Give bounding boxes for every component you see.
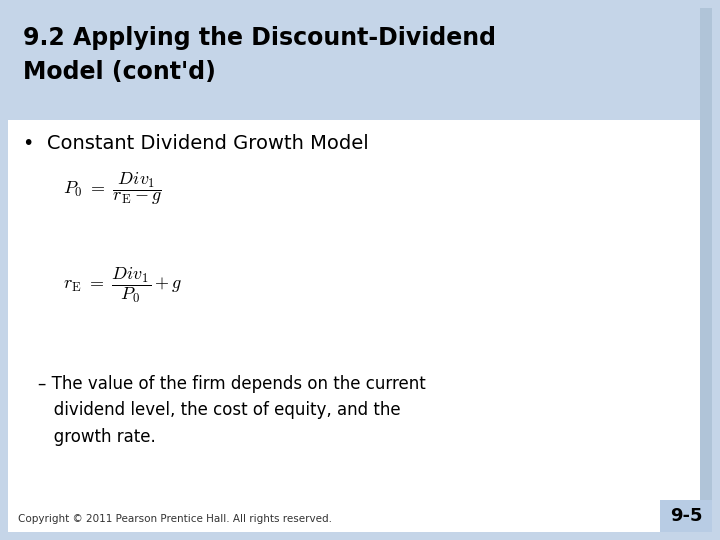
Text: $P_0 \ = \ \dfrac{Div_1}{r_{\rm E} - g}$: $P_0 \ = \ \dfrac{Div_1}{r_{\rm E} - g}$: [63, 170, 162, 207]
Text: 9.2 Applying the Discount-Dividend: 9.2 Applying the Discount-Dividend: [23, 26, 496, 50]
Bar: [700, 8, 712, 532]
Text: Copyright © 2011 Pearson Prentice Hall. All rights reserved.: Copyright © 2011 Pearson Prentice Hall. …: [18, 514, 332, 524]
Text: $r_{\rm E} \ = \ \dfrac{Div_1}{P_0} + g$: $r_{\rm E} \ = \ \dfrac{Div_1}{P_0} + g$: [63, 265, 182, 305]
Text: Model (cont'd): Model (cont'd): [23, 60, 216, 84]
Bar: [660, 500, 712, 532]
Text: 9-5: 9-5: [670, 507, 702, 525]
Bar: [8, 8, 700, 120]
Text: – The value of the firm depends on the current
   dividend level, the cost of eq: – The value of the firm depends on the c…: [38, 375, 426, 446]
Text: •  Constant Dividend Growth Model: • Constant Dividend Growth Model: [23, 134, 369, 153]
